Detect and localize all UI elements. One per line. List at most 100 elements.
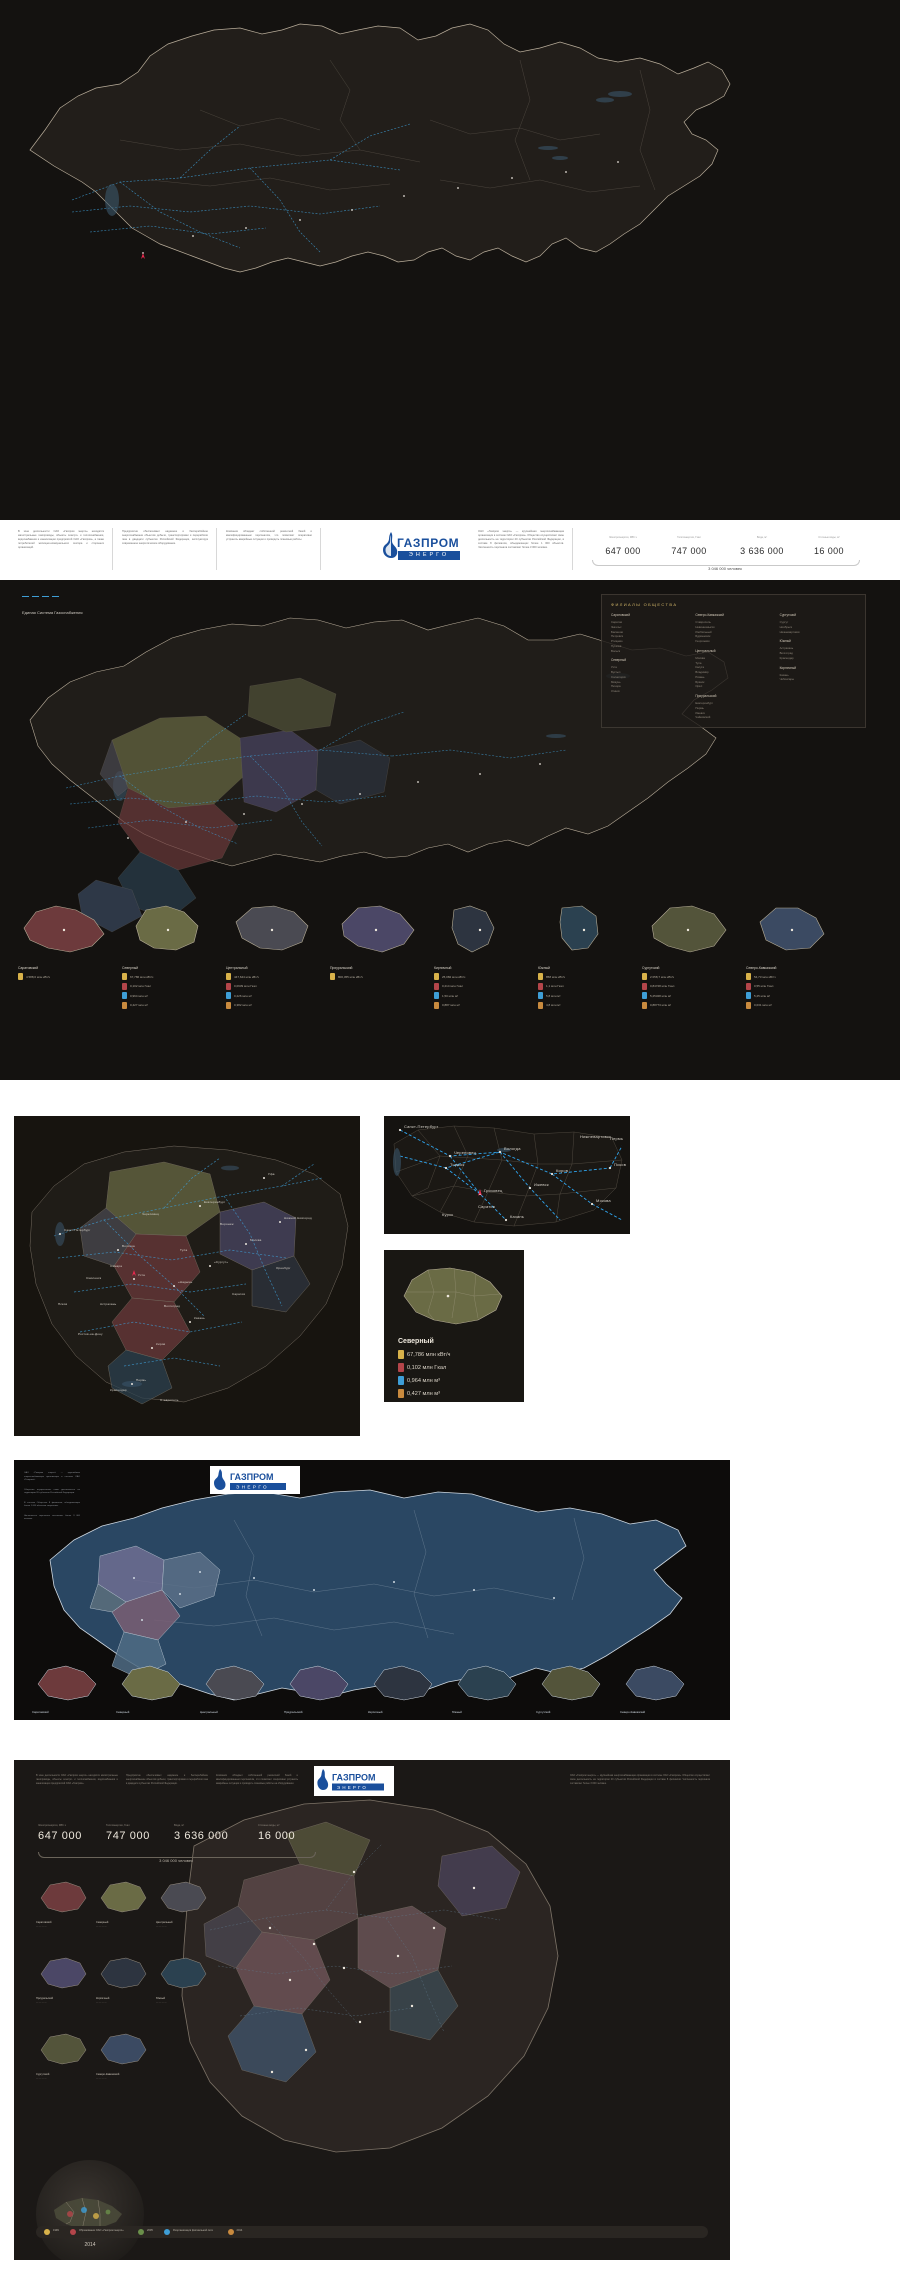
city-label: Москва xyxy=(250,1238,262,1242)
branch-heading: Саратовский xyxy=(611,613,630,617)
region-stat-row: 0,226 млн м³ xyxy=(226,992,326,999)
poster-legend-item[interactable]: Южный — — — — xyxy=(156,1954,212,2006)
sewage-icon xyxy=(642,1001,647,1009)
timeline-marker[interactable] xyxy=(138,2229,144,2235)
timeline-label: 2014 xyxy=(236,2228,243,2232)
city-label: Череповец xyxy=(142,1212,160,1216)
region-legend-card[interactable]: Северо-Кавказский 54,73 млн кВт/ч 0,55 млн… xyxy=(746,900,846,1011)
city-label: Саратов xyxy=(478,1204,496,1209)
region-mini-map xyxy=(235,905,309,951)
poster-legend-bars: — — — — xyxy=(36,2002,47,2004)
poster-stat-caption-3: Вода, м³ xyxy=(174,1824,185,1827)
region-stat-value: 0,102 млн Гкал xyxy=(130,984,152,988)
poster-legend-mini-map xyxy=(40,1881,87,1913)
p6-legend-mini-map xyxy=(205,1665,265,1701)
poster-logo[interactable]: ГАЗПРОМ ЭНЕРГО xyxy=(314,1766,394,1796)
poster-legend-item[interactable]: Саратовский — — — — xyxy=(36,1878,92,1930)
globe-year-label: 2014 xyxy=(84,2242,96,2248)
city-label: Вологда xyxy=(122,1244,135,1248)
electricity-icon xyxy=(226,973,231,980)
electricity-icon xyxy=(18,973,23,980)
city-label: Грязовец xyxy=(484,1188,503,1193)
header-text-col-3: Компания обладает собственной ремонтной … xyxy=(226,530,312,542)
pipeline-legend-dots xyxy=(22,588,83,606)
timeline-marker[interactable] xyxy=(227,2229,234,2235)
region-stat-value: 5,8 млн м³ xyxy=(546,993,561,998)
region-legend-card[interactable]: Южный 858 млн кВт/ч 1,1 млн Гкал 5,8 млн м³… xyxy=(538,900,638,1011)
poster-stats-total: 3 046 000 человек xyxy=(159,1858,193,1863)
p6-legend-item[interactable]: Приуральский xyxy=(284,1662,362,1714)
p6-legend-mini-map xyxy=(373,1665,433,1701)
poster-stat-caption-4: Сточные воды, м³ xyxy=(258,1824,280,1827)
timeline-marker[interactable] xyxy=(70,2229,76,2235)
region-legend-card[interactable]: Центральный 447,644 млн кВт/ч 0,0939 млн Г… xyxy=(226,900,326,1011)
svg-text:ГАЗПРОМ: ГАЗПРОМ xyxy=(332,1773,376,1783)
header-divider-2 xyxy=(216,528,217,570)
timeline-marker[interactable] xyxy=(44,2229,50,2235)
panel-separator-1 xyxy=(0,1080,900,1081)
header-text-col-2: Предприятие обеспечивает надежное и бесп… xyxy=(122,530,208,546)
region-legend-card[interactable]: Кирпичный 25,082 млн кВт/ч 0,214 млн Гкал 1… xyxy=(434,900,534,1011)
stat-caption: Электроэнергия, МВт·ч xyxy=(608,536,638,539)
city-label: Астрахань xyxy=(100,1302,117,1306)
city-label: Киров xyxy=(556,1168,569,1173)
stat-value: 747 000 xyxy=(671,546,707,556)
poster-stat-caption-2: Теплоэнергия, Гкал xyxy=(106,1824,130,1827)
header-divider-4 xyxy=(572,528,573,570)
city-label: Ростов-на-Дону xyxy=(78,1332,103,1336)
p6-legend-item[interactable]: Саратовский xyxy=(32,1662,110,1714)
poster-legend-mini-map xyxy=(100,1957,147,1989)
p6-legend-item[interactable]: Кирпичный xyxy=(368,1662,446,1714)
region-legend-card[interactable]: Сургутский 2 058,7 млн кВт/ч 0,84728 млн Г… xyxy=(642,900,742,1011)
poster-legend-item[interactable]: Северо-Кавказский — — — — xyxy=(96,2030,152,2082)
region-legend-card[interactable]: Северный 67,786 млн кВт/ч 0,102 млн Гкал 0,… xyxy=(122,900,222,1011)
p4-svg xyxy=(384,1116,630,1234)
timeline-label: Образование ОАО «Газпром энерго» xyxy=(79,2228,124,2232)
region-stat-row: 0,0939 млн Гкал xyxy=(226,982,326,990)
region-legend-card[interactable]: Саратовский 4 588,0 млн кВт/ч xyxy=(18,900,118,983)
poster-legend-mini-map xyxy=(40,2033,87,2065)
p6-legend-item[interactable]: Северо-Кавказский xyxy=(620,1662,698,1714)
water-icon xyxy=(226,992,231,999)
poster-legend-item[interactable]: Северный — — — — xyxy=(96,1878,152,1930)
region-mini-map xyxy=(651,905,727,953)
region-stat-value: 0,0939 млн Гкал xyxy=(234,984,257,988)
gazprom-logo[interactable]: ГАЗПРОМ ЭНЕРГО xyxy=(377,532,469,568)
hero-map-svg xyxy=(29,23,731,273)
side-paragraph: В составе Общества 8 филиалов, объединяю… xyxy=(24,1501,80,1508)
poster-legend-item[interactable]: Сургутский — — — — xyxy=(36,2030,92,2082)
p6-legend-item[interactable]: Северный xyxy=(116,1662,194,1714)
poster-legend-item[interactable]: Приуральский — — — — xyxy=(36,1954,92,2006)
header-divider-1 xyxy=(112,528,113,570)
flame-icon xyxy=(383,532,398,558)
poster-legend-label: Саратовский xyxy=(36,1921,52,1924)
poster-legend-item[interactable]: Кирпичный — — — — xyxy=(96,1954,152,2006)
p3-svg xyxy=(14,1116,360,1436)
p6-logo: ГАЗПРОМ ЭНЕРГО xyxy=(210,1466,300,1494)
branch-cities: Казань Чебоксары xyxy=(779,672,794,682)
p6-side-text-column: ОАО «Газпром энерго» — крупнейшая энерго… xyxy=(24,1472,80,1528)
poster-timeline[interactable]: 1999 Образование ОАО «Газпром энерго» 2005… xyxy=(36,2226,708,2238)
region-legend-card[interactable]: Приуральский 800,455 млн кВт/ч xyxy=(330,900,430,983)
region-name: Северный xyxy=(122,966,139,970)
p6-legend-item[interactable]: Сургутский xyxy=(536,1662,614,1714)
electricity-icon xyxy=(746,973,751,980)
p7-svg xyxy=(14,1760,730,2260)
city-label: Казань xyxy=(510,1214,525,1219)
poster-col-3: Компания обладает собственной ремонтной … xyxy=(216,1774,298,1785)
timeline-marker[interactable] xyxy=(164,2229,170,2235)
region-name: Южный xyxy=(538,966,550,970)
poster-legend-bars: — — — — xyxy=(96,1926,107,1928)
poster-legend-item[interactable]: Центральный — — — — xyxy=(156,1878,212,1930)
poster-legend-label: Сургутский xyxy=(36,2073,50,2076)
city-label: Пермь xyxy=(136,1378,147,1382)
city-label: Екатеринбург xyxy=(204,1200,226,1204)
sewage-icon xyxy=(538,1001,543,1009)
p6-legend-label: Кирпичный xyxy=(368,1710,383,1714)
p6-legend-item[interactable]: Южный xyxy=(452,1662,530,1714)
region-stat-row: 0,214 млн Гкал xyxy=(434,982,534,990)
region-stat-value: 4 588,0 млн кВт/ч xyxy=(26,974,51,979)
p6-legend-mini-map xyxy=(625,1665,685,1701)
p6-legend-item[interactable]: Центральный xyxy=(200,1662,278,1714)
city-label: Нижневартовск xyxy=(580,1134,612,1139)
